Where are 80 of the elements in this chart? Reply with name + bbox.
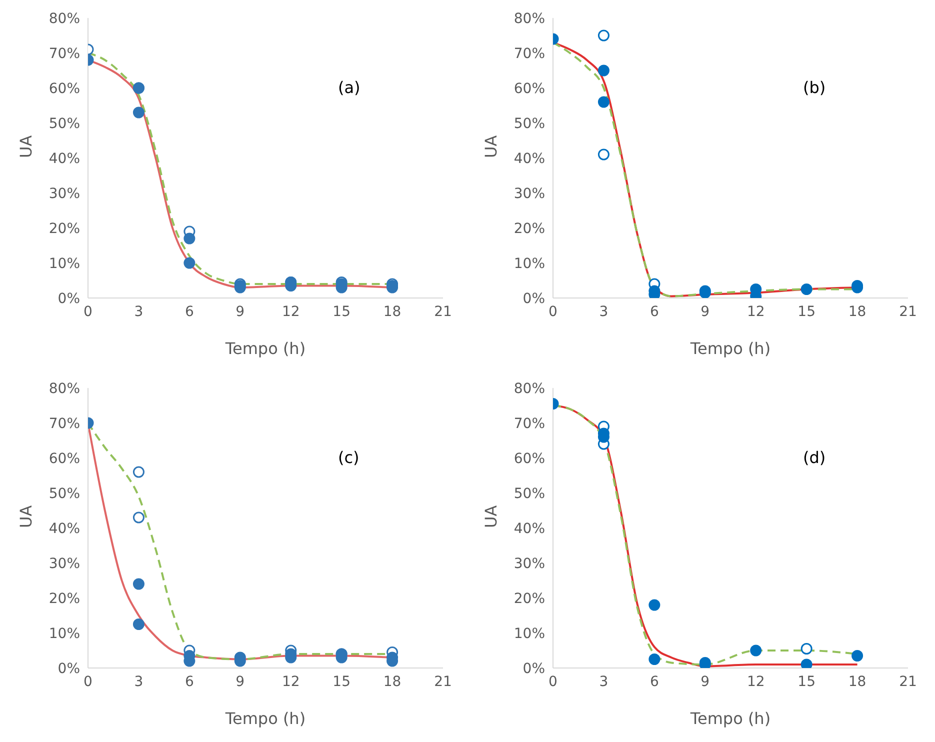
x-tick-label: 6 — [650, 674, 659, 690]
x-tick-label: 9 — [700, 674, 710, 690]
y-axis-title: UA — [482, 505, 501, 528]
y-tick-label: 40% — [48, 150, 80, 167]
y-tick-label: 10% — [48, 256, 80, 272]
x-tick-label: 6 — [650, 304, 659, 320]
y-tick-label: 10% — [514, 626, 545, 642]
x-tick-label: 12 — [746, 674, 765, 690]
x-tick-label: 3 — [599, 674, 608, 690]
y-tick-label: 20% — [514, 590, 545, 607]
x-tick-label: 12 — [282, 304, 300, 320]
y-tick-label: 0% — [522, 290, 545, 307]
y-tick-label: 80% — [48, 380, 80, 397]
y-axis-title: UA — [16, 135, 36, 158]
x-axis-title: Tempo (h) — [224, 339, 306, 358]
y-tick-label: 30% — [514, 186, 545, 202]
x-tick-label: 9 — [700, 304, 710, 320]
y-tick-label: 70% — [48, 46, 80, 62]
y-tick-label: 60% — [48, 450, 80, 467]
y-tick-label: 30% — [48, 556, 80, 572]
y-tick-label: 50% — [48, 116, 80, 132]
x-tick-label: 21 — [899, 304, 917, 320]
y-tick-label: 0% — [58, 660, 80, 677]
y-tick-label: 60% — [514, 80, 545, 97]
y-tick-label: 80% — [48, 10, 80, 27]
x-tick-label: 18 — [383, 674, 402, 690]
y-tick-label: 20% — [48, 220, 80, 237]
x-tick-label: 3 — [134, 674, 144, 690]
y-tick-label: 60% — [514, 450, 545, 467]
annotation: (d) — [803, 448, 826, 467]
x-tick-label: 9 — [236, 304, 245, 320]
y-tick-label: 50% — [514, 486, 545, 502]
y-tick-label: 30% — [48, 186, 80, 202]
x-tick-label: 21 — [434, 674, 452, 690]
x-tick-label: 12 — [282, 674, 300, 690]
y-tick-label: 10% — [48, 626, 80, 642]
y-tick-label: 40% — [514, 150, 545, 167]
annotation: (a) — [338, 78, 360, 97]
y-tick-label: 0% — [522, 660, 545, 677]
y-axis-title: UA — [16, 505, 36, 528]
x-tick-label: 15 — [332, 304, 350, 320]
x-tick-label: 0 — [84, 304, 92, 320]
x-tick-label: 6 — [184, 304, 194, 320]
y-tick-label: 20% — [48, 590, 80, 607]
y-tick-label: 60% — [48, 80, 80, 97]
y-tick-label: 80% — [514, 380, 545, 397]
y-tick-label: 0% — [58, 290, 80, 307]
x-tick-label: 15 — [332, 674, 350, 690]
y-tick-label: 80% — [514, 10, 545, 27]
y-axis-title: UA — [482, 135, 501, 158]
annotation: (b) — [803, 78, 826, 97]
x-tick-label: 18 — [848, 304, 866, 320]
x-axis-title: Tempo (h) — [689, 709, 771, 728]
y-tick-label: 10% — [514, 256, 545, 272]
x-axis-title: Tempo (h) — [689, 339, 771, 358]
x-tick-label: 0 — [548, 304, 558, 320]
x-tick-label: 9 — [236, 674, 245, 690]
y-tick-label: 70% — [514, 46, 545, 62]
x-tick-label: 21 — [434, 304, 452, 320]
x-tick-label: 3 — [599, 304, 608, 320]
x-tick-label: 12 — [746, 304, 765, 320]
y-tick-label: 40% — [48, 520, 80, 537]
y-tick-label: 20% — [514, 220, 545, 237]
y-tick-label: 50% — [48, 486, 80, 502]
y-tick-label: 40% — [514, 520, 545, 537]
y-tick-label: 70% — [514, 416, 545, 432]
x-tick-label: 15 — [798, 304, 816, 320]
x-tick-label: 18 — [848, 674, 866, 690]
y-tick-label: 50% — [514, 116, 545, 132]
y-tick-label: 30% — [514, 556, 545, 572]
x-tick-label: 0 — [84, 674, 92, 690]
annotation: (c) — [338, 448, 360, 467]
y-tick-label: 70% — [48, 416, 80, 432]
x-tick-label: 15 — [798, 674, 816, 690]
x-tick-label: 6 — [184, 674, 194, 690]
x-tick-label: 18 — [383, 304, 402, 320]
x-tick-label: 3 — [134, 304, 144, 320]
x-tick-label: 21 — [899, 674, 917, 690]
x-tick-label: 0 — [548, 674, 558, 690]
x-axis-title: Tempo (h) — [224, 709, 306, 728]
